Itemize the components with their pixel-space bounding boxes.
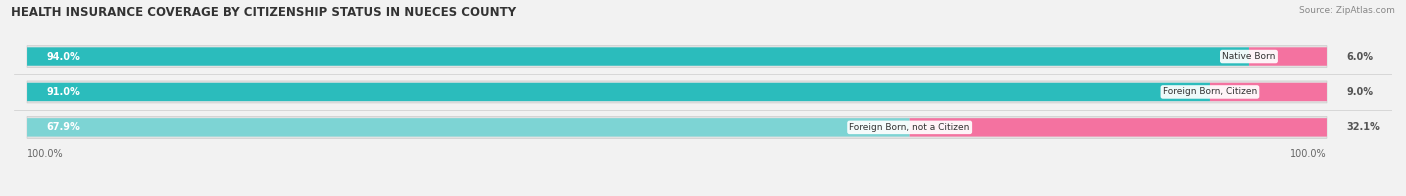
FancyBboxPatch shape [27,116,1327,138]
Text: 9.0%: 9.0% [1347,87,1374,97]
Text: HEALTH INSURANCE COVERAGE BY CITIZENSHIP STATUS IN NUECES COUNTY: HEALTH INSURANCE COVERAGE BY CITIZENSHIP… [11,6,516,19]
FancyBboxPatch shape [27,83,1211,101]
FancyBboxPatch shape [27,118,910,137]
Text: 6.0%: 6.0% [1347,52,1374,62]
FancyBboxPatch shape [1249,47,1327,66]
Text: 100.0%: 100.0% [27,149,63,159]
Text: Foreign Born, Citizen: Foreign Born, Citizen [1163,87,1257,96]
Text: 67.9%: 67.9% [46,122,80,132]
FancyBboxPatch shape [1211,83,1327,101]
Text: 100.0%: 100.0% [1291,149,1327,159]
Text: Foreign Born, not a Citizen: Foreign Born, not a Citizen [849,123,970,132]
FancyBboxPatch shape [910,118,1327,137]
Text: 91.0%: 91.0% [46,87,80,97]
Text: Source: ZipAtlas.com: Source: ZipAtlas.com [1299,6,1395,15]
FancyBboxPatch shape [27,45,1327,67]
Text: 94.0%: 94.0% [46,52,80,62]
FancyBboxPatch shape [27,81,1327,103]
FancyBboxPatch shape [27,47,1249,66]
Text: 32.1%: 32.1% [1347,122,1381,132]
Text: Native Born: Native Born [1222,52,1275,61]
